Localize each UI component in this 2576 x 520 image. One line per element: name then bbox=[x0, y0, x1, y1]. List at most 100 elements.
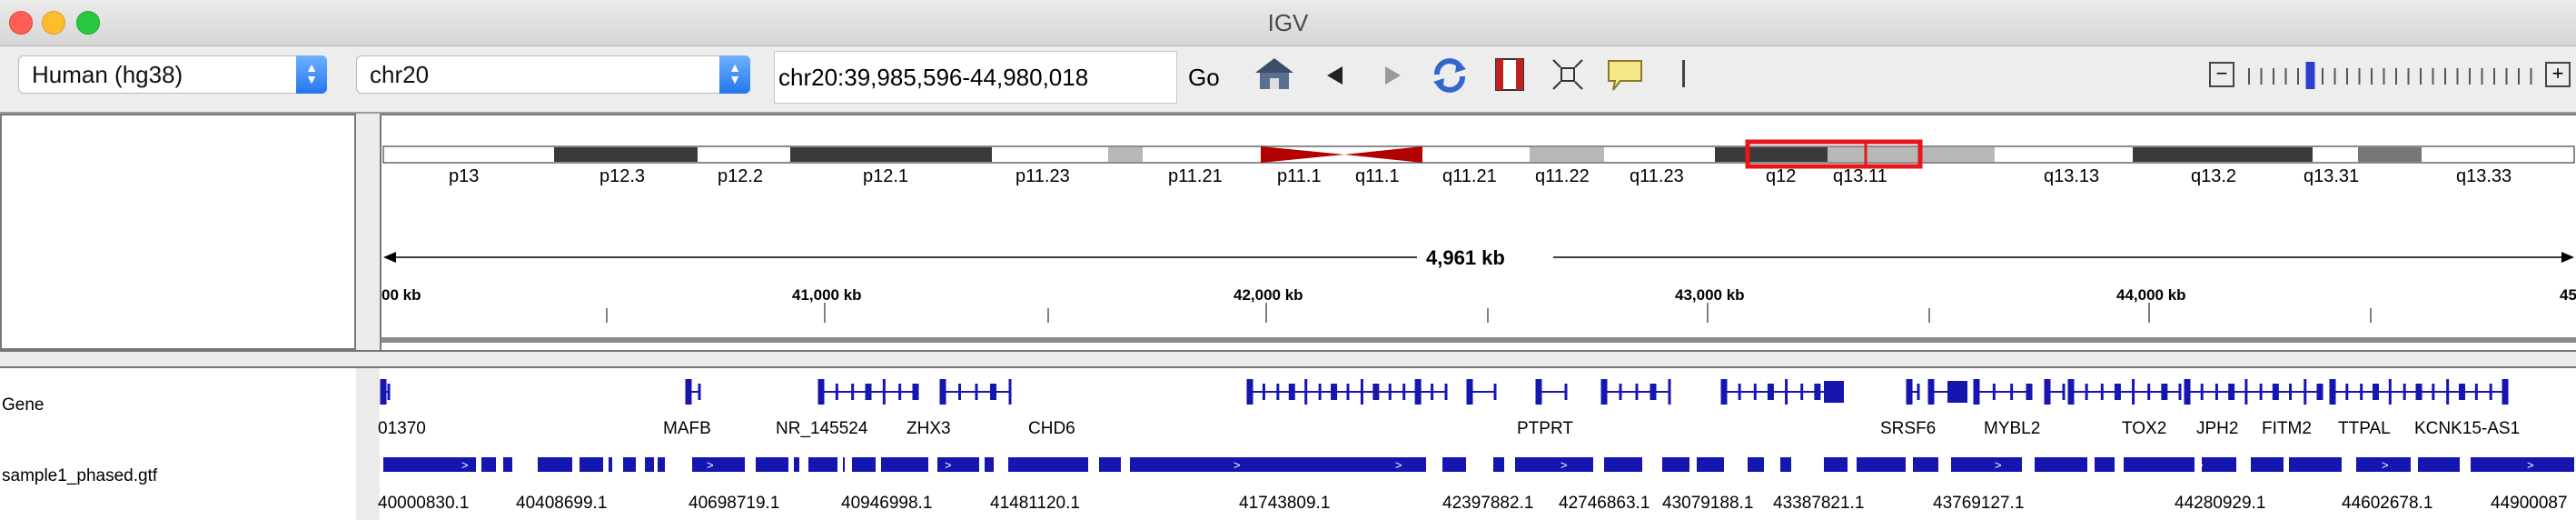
minimize-window-button[interactable] bbox=[42, 11, 65, 35]
band-label: p11.21 bbox=[1168, 166, 1223, 186]
close-window-button[interactable] bbox=[9, 11, 33, 35]
gtf-label: 44602678.1 bbox=[2342, 494, 2433, 513]
gene-exon bbox=[865, 384, 872, 400]
gtf-feature bbox=[2035, 457, 2087, 472]
gene-exon bbox=[2114, 384, 2121, 400]
genome-dropdown[interactable]: Human (hg38) ▲ ▼ bbox=[18, 55, 327, 94]
refresh-icon[interactable] bbox=[1430, 56, 1470, 95]
band-label: p13 bbox=[449, 166, 480, 186]
gene-exon bbox=[898, 384, 902, 400]
gtf-feature bbox=[580, 457, 603, 472]
gene-label: NR_145524 bbox=[776, 419, 868, 438]
strand-arrow: > bbox=[1560, 458, 1568, 472]
chromosome-ideogram[interactable] bbox=[381, 115, 2576, 197]
gene-exon bbox=[1331, 384, 1338, 400]
gtf-feature bbox=[658, 457, 665, 472]
ruler-tick-label: 42,000 kb bbox=[1234, 286, 1303, 304]
home-icon[interactable] bbox=[1253, 56, 1295, 93]
popup-text-icon[interactable] bbox=[1606, 58, 1644, 93]
gene-exon bbox=[2502, 379, 2509, 405]
roi-icon[interactable] bbox=[1493, 56, 1526, 93]
gene-exon bbox=[1814, 384, 1821, 400]
data-panel: Gene sample1_phased.gtf > > > > > > > > > > 01370… bbox=[0, 368, 2576, 520]
header-panel: p13 p12.3 p12.2 p12.1 p11.23 p11.21 p11.… bbox=[380, 114, 2576, 350]
gene-exon bbox=[1785, 379, 1788, 405]
gene-exon bbox=[975, 384, 978, 400]
band-label: q11.21 bbox=[1442, 166, 1497, 186]
gene-exon bbox=[1493, 384, 1497, 400]
gene-exon bbox=[1753, 384, 1757, 400]
ruler-tick-label: 00 kb bbox=[381, 286, 421, 304]
gene-exon bbox=[2259, 384, 2263, 400]
back-arrow-icon[interactable] bbox=[1324, 64, 1344, 87]
gtf-track[interactable]: > > > > > > > > > > bbox=[380, 448, 2576, 485]
gene-exon bbox=[835, 384, 838, 400]
gene-exon bbox=[1304, 379, 1308, 405]
gtf-feature bbox=[1951, 457, 2022, 472]
gtf-feature bbox=[623, 457, 636, 472]
maximize-window-button[interactable] bbox=[76, 11, 100, 35]
gtf-feature bbox=[794, 457, 799, 472]
gene-exon bbox=[1372, 384, 1380, 400]
gene-exon bbox=[2432, 384, 2435, 400]
zoom-in-button[interactable]: + bbox=[2545, 62, 2571, 87]
gtf-label: 43769127.1 bbox=[1933, 494, 2025, 513]
gene-exon bbox=[2147, 384, 2151, 400]
gene-exon bbox=[1635, 384, 1639, 400]
gtf-feature bbox=[985, 457, 994, 472]
zoom-thumb[interactable] bbox=[2305, 62, 2315, 89]
zoom-out-button[interactable]: − bbox=[2209, 62, 2234, 87]
gene-exon bbox=[1600, 379, 1608, 405]
gene-exon bbox=[1738, 384, 1741, 400]
band-label: q11.23 bbox=[1630, 166, 1684, 186]
gene-exon bbox=[1767, 384, 1774, 400]
gene-exon bbox=[2200, 384, 2204, 400]
gene-exon bbox=[2178, 384, 2182, 400]
band-label: q13.2 bbox=[2191, 166, 2237, 186]
gene-label: JPH2 bbox=[2196, 419, 2239, 438]
ruler-tick-label: 45 bbox=[2560, 286, 2576, 304]
gtf-feature bbox=[503, 457, 512, 472]
gene-exon bbox=[2373, 384, 2379, 400]
header-name-panel bbox=[0, 114, 356, 350]
gtf-label: 43387821.1 bbox=[1773, 494, 1865, 513]
go-button[interactable]: Go bbox=[1188, 64, 1220, 91]
gene-exon bbox=[2289, 384, 2293, 400]
gene-exon bbox=[1346, 384, 1350, 400]
gene-exon bbox=[2345, 384, 2349, 400]
gtf-label: 40698719.1 bbox=[689, 494, 780, 513]
locus-search-input[interactable]: chr20:39,985,596-44,980,018 bbox=[774, 51, 1177, 104]
gene-exon bbox=[1288, 384, 1295, 400]
gene-exon bbox=[2272, 384, 2279, 400]
gene-exon bbox=[1927, 379, 1935, 405]
gtf-feature bbox=[852, 457, 876, 472]
gtf-feature bbox=[1008, 457, 1088, 472]
gene-exon bbox=[1246, 379, 1253, 405]
gtf-feature bbox=[383, 457, 476, 472]
chromosome-dropdown[interactable]: chr20 ▲ ▼ bbox=[356, 55, 750, 94]
gene-label: PTPRT bbox=[1517, 419, 1573, 438]
gtf-feature bbox=[1913, 457, 1938, 472]
gene-track[interactable] bbox=[380, 368, 2576, 432]
resize-icon[interactable] bbox=[1551, 58, 1584, 91]
gene-exon bbox=[380, 379, 387, 405]
gene-track-name[interactable]: Gene bbox=[2, 395, 45, 415]
gtf-feature bbox=[937, 457, 979, 472]
gene-exon bbox=[2415, 384, 2422, 400]
gene-label: MAFB bbox=[663, 419, 711, 438]
band-label: q13.13 bbox=[2044, 166, 2100, 186]
gene-exon bbox=[2403, 384, 2406, 400]
panel-divider[interactable] bbox=[0, 350, 2576, 368]
gtf-track-name[interactable]: sample1_phased.gtf bbox=[2, 466, 158, 485]
gtf-feature bbox=[609, 457, 612, 472]
zoom-slider[interactable] bbox=[2244, 60, 2543, 91]
gene-exon bbox=[1947, 381, 1967, 403]
gene-exon bbox=[882, 379, 886, 405]
gene-label: 01370 bbox=[378, 419, 426, 438]
gtf-feature bbox=[2251, 457, 2284, 472]
gtf-feature bbox=[2471, 457, 2574, 472]
gene-exon bbox=[1992, 384, 1996, 400]
gtf-feature bbox=[2418, 457, 2460, 472]
forward-arrow-icon[interactable] bbox=[1382, 64, 1402, 87]
gene-exon bbox=[2026, 384, 2033, 400]
